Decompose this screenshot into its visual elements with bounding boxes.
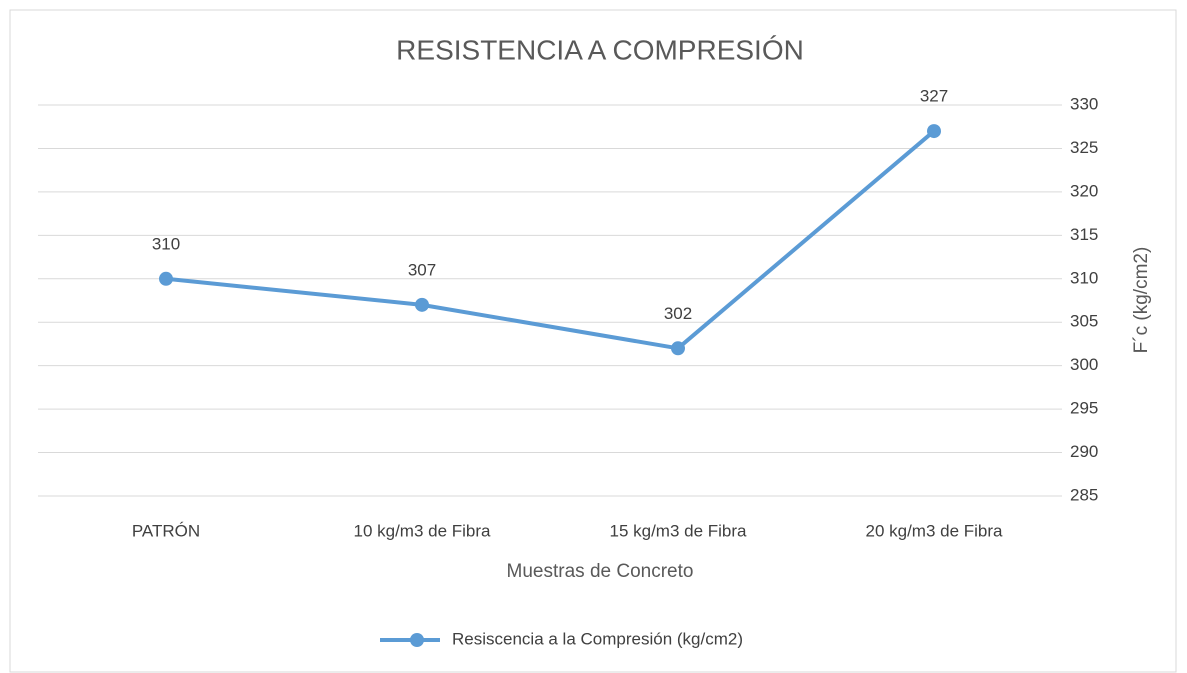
y-tick-label: 295 bbox=[1070, 399, 1098, 418]
x-tick-label: PATRÓN bbox=[132, 521, 200, 540]
y-tick-label: 325 bbox=[1070, 138, 1098, 157]
y-tick-label: 300 bbox=[1070, 355, 1098, 374]
y-tick-label: 305 bbox=[1070, 312, 1098, 331]
y-tick-label: 290 bbox=[1070, 442, 1098, 461]
y-axis-label: F´c (kg/cm2) bbox=[1131, 247, 1152, 354]
y-tick-label: 285 bbox=[1070, 485, 1098, 504]
point bbox=[159, 271, 173, 286]
data-label: 327 bbox=[920, 87, 948, 106]
y-tick-label: 330 bbox=[1070, 94, 1098, 113]
point bbox=[671, 341, 685, 356]
legend-label: Resiscencia a la Compresión (kg/cm2) bbox=[452, 629, 743, 648]
x-tick-label: 10 kg/m3 de Fibra bbox=[353, 521, 491, 540]
y-tick-label: 320 bbox=[1070, 181, 1098, 200]
data-label: 307 bbox=[408, 260, 436, 279]
legend-marker bbox=[410, 633, 424, 647]
x-tick-label: 15 kg/m3 de Fibra bbox=[609, 521, 747, 540]
x-tick-label: 20 kg/m3 de Fibra bbox=[865, 521, 1003, 540]
chart-border bbox=[9, 9, 1177, 673]
chart-title: RESISTENCIA A COMPRESIÓN bbox=[396, 34, 804, 65]
data-label: 310 bbox=[152, 234, 180, 253]
data-label: 302 bbox=[664, 304, 692, 323]
y-tick-label: 315 bbox=[1070, 225, 1098, 244]
point bbox=[415, 297, 429, 312]
y-tick-label: 310 bbox=[1070, 268, 1098, 287]
line bbox=[165, 129, 936, 351]
x-axis-label: Muestras de Concreto bbox=[507, 561, 694, 582]
point bbox=[927, 124, 941, 139]
